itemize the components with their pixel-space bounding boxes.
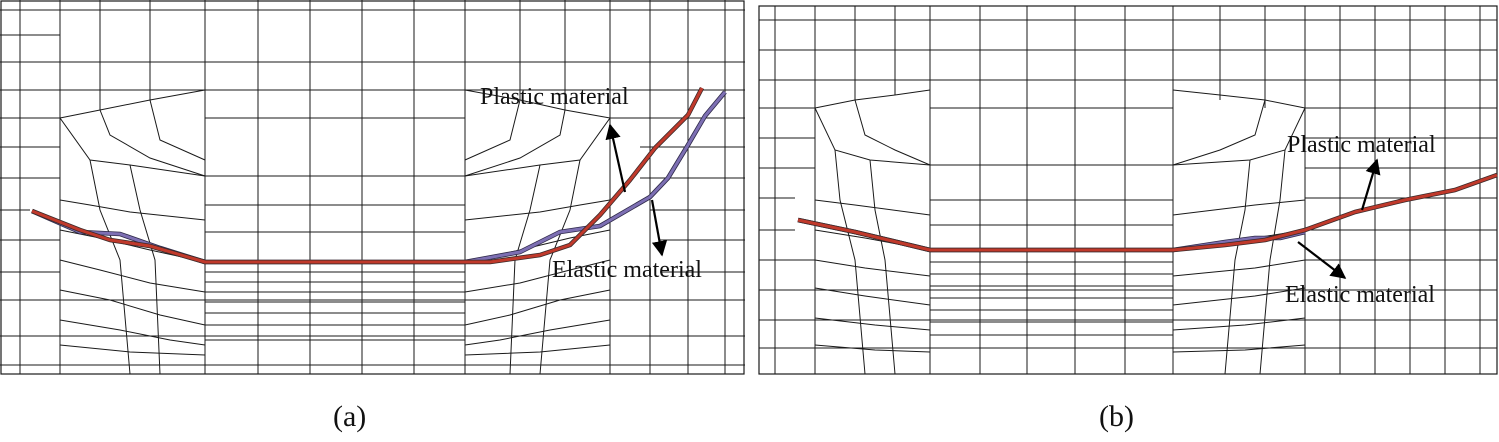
panel-b: Plastic material Elastic material (b) xyxy=(755,0,1499,442)
panel-a: Plastic material Elastic material (a) xyxy=(0,0,745,442)
panel-a-diagram: Plastic material Elastic material (a) xyxy=(0,0,745,433)
panel-b-elastic-arrow xyxy=(1297,241,1347,279)
panel-a-elastic-curve xyxy=(31,90,727,265)
panel-b-plastic-arrow xyxy=(1360,158,1381,211)
panel-b-plastic-curve xyxy=(797,172,1498,253)
panel-a-caption: (a) xyxy=(333,400,366,433)
panel-a-plastic-curve xyxy=(31,86,705,265)
panel-b-elastic-label: Elastic material xyxy=(1285,282,1435,308)
panel-b-caption: (b) xyxy=(1099,400,1134,433)
panel-a-mesh xyxy=(0,0,745,375)
panel-a-frame xyxy=(0,0,745,375)
panel-b-plastic-label: Plastic material xyxy=(1287,132,1436,158)
panel-b-frame xyxy=(758,5,1498,375)
panel-b-mesh xyxy=(759,6,1497,375)
panel-a-plastic-label: Plastic material xyxy=(480,84,629,110)
panel-a-plastic-arrow xyxy=(605,123,627,193)
panel-b-diagram: Plastic material Elastic material (b) xyxy=(758,5,1498,433)
panel-a-elastic-label: Elastic material xyxy=(552,257,702,283)
panel-a-elastic-arrow xyxy=(650,199,668,257)
